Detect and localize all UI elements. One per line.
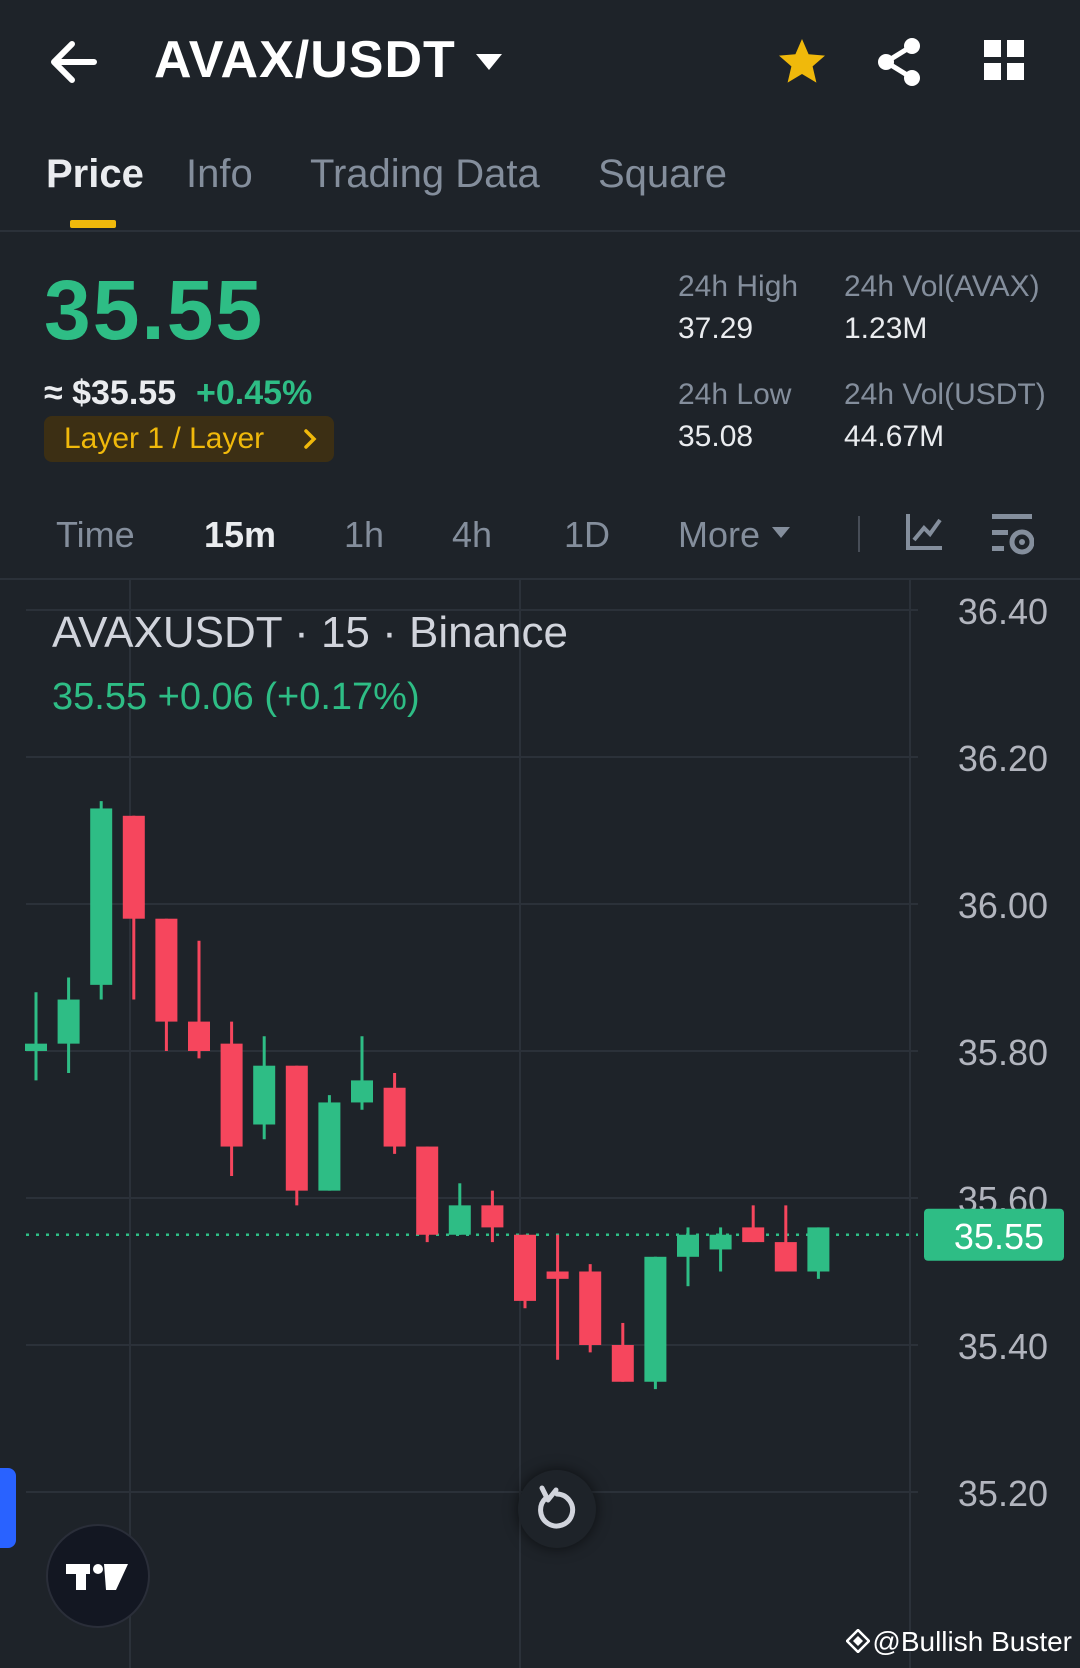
- usd-price: ≈ $35.55: [44, 374, 177, 412]
- candle-body: [188, 1021, 210, 1051]
- current-price-badge: [924, 1208, 1064, 1261]
- tab-trading-data[interactable]: Trading Data: [310, 152, 540, 196]
- tradingview-logo-icon[interactable]: [46, 1524, 150, 1628]
- interval-more[interactable]: More: [678, 514, 761, 555]
- y-tick-label: 35.80: [958, 1032, 1048, 1073]
- candle-body: [579, 1271, 602, 1345]
- header-bar: AVAX/USDT: [0, 0, 1080, 128]
- candle-body: [383, 1087, 406, 1147]
- caret-down-icon: [770, 524, 792, 540]
- candle-body: [514, 1234, 536, 1301]
- price-change-percent: +0.45%: [196, 374, 313, 412]
- tab-price[interactable]: Price: [46, 152, 144, 196]
- vol-base-label: 24h Vol(AVAX): [844, 270, 1040, 303]
- y-tick-label: 36.00: [958, 885, 1048, 926]
- candle-body: [220, 1043, 243, 1147]
- caret-down-icon[interactable]: [474, 50, 504, 74]
- diamond-logo-icon: [845, 1627, 872, 1660]
- interval-1h[interactable]: 1h: [344, 514, 385, 555]
- candle-body: [253, 1065, 276, 1125]
- candle-body: [122, 815, 145, 919]
- last-price: 35.55: [44, 263, 265, 357]
- candle-body: [285, 1065, 308, 1191]
- active-tab-indicator: [70, 220, 116, 228]
- price-chart[interactable]: 36.40 36.20 36.00 35.80 35.60 35.40 35.20 35.55…: [0, 578, 1080, 1668]
- share-icon[interactable]: [874, 36, 924, 88]
- candle-body: [57, 999, 80, 1044]
- interval-4h[interactable]: 4h: [452, 514, 493, 555]
- interval-15m[interactable]: 15m: [204, 514, 277, 555]
- vol-quote-label: 24h Vol(USDT): [844, 378, 1046, 411]
- interval-bar: Time 15m 1h 4h 1D More: [0, 500, 1080, 570]
- candle-body: [611, 1345, 634, 1382]
- star-icon[interactable]: [776, 36, 828, 88]
- high-value: 37.29: [678, 312, 754, 345]
- candle-body: [807, 1227, 830, 1272]
- sector-tag-button[interactable]: Layer 1 / Layer: [44, 416, 334, 462]
- drawing-toolbar-toggle[interactable]: [0, 1468, 16, 1548]
- interval-time[interactable]: Time: [56, 514, 135, 555]
- y-tick-label: 36.40: [958, 591, 1048, 632]
- candle-body: [742, 1227, 765, 1243]
- low-value: 35.08: [678, 420, 754, 453]
- y-tick-label: 35.20: [958, 1473, 1048, 1514]
- interval-1d[interactable]: 1D: [564, 514, 611, 555]
- chevron-right-icon: [300, 426, 320, 452]
- chart-legend-title: AVAXUSDT · 15 · Binance: [52, 608, 568, 657]
- tab-square[interactable]: Square: [598, 152, 727, 196]
- candle-body: [644, 1256, 667, 1382]
- candle-body: [481, 1205, 504, 1228]
- candle-body: [677, 1234, 699, 1257]
- candle-body: [351, 1080, 373, 1103]
- candle-body: [546, 1271, 569, 1279]
- candle-body: [416, 1146, 439, 1235]
- reset-chart-icon[interactable]: [518, 1470, 596, 1548]
- main-tabs: Price Info Trading Data Square: [0, 140, 1080, 232]
- y-tick-label: 35.40: [958, 1326, 1048, 1367]
- sector-tag-label: Layer 1 / Layer: [64, 422, 265, 455]
- candle-body: [318, 1102, 341, 1191]
- candle-body: [90, 808, 113, 985]
- candle-body: [25, 1043, 47, 1051]
- watermark: @Bullish Buster: [845, 1626, 1072, 1660]
- pair-title[interactable]: AVAX/USDT: [154, 31, 456, 89]
- y-tick-label: 36.20: [958, 738, 1048, 779]
- grid-icon[interactable]: [982, 38, 1026, 82]
- vol-quote-value: 44.67M: [844, 420, 945, 453]
- divider: [858, 516, 860, 552]
- candle-body: [155, 918, 178, 1022]
- chart-settings-icon[interactable]: [990, 510, 1035, 558]
- vol-base-value: 1.23M: [844, 312, 928, 345]
- high-label: 24h High: [678, 270, 799, 303]
- indicator-icon[interactable]: [904, 510, 946, 554]
- low-label: 24h Low: [678, 378, 792, 411]
- chart-legend-values: 35.55 +0.06 (+0.17%): [52, 676, 420, 718]
- current-price-label: 35.55: [954, 1216, 1044, 1257]
- candle-body: [709, 1234, 732, 1250]
- candle-body: [774, 1242, 797, 1272]
- tab-info[interactable]: Info: [186, 152, 253, 196]
- arrow-left-icon[interactable]: [48, 38, 104, 86]
- watermark-text: @Bullish Buster: [872, 1626, 1072, 1657]
- candle-body: [448, 1205, 471, 1235]
